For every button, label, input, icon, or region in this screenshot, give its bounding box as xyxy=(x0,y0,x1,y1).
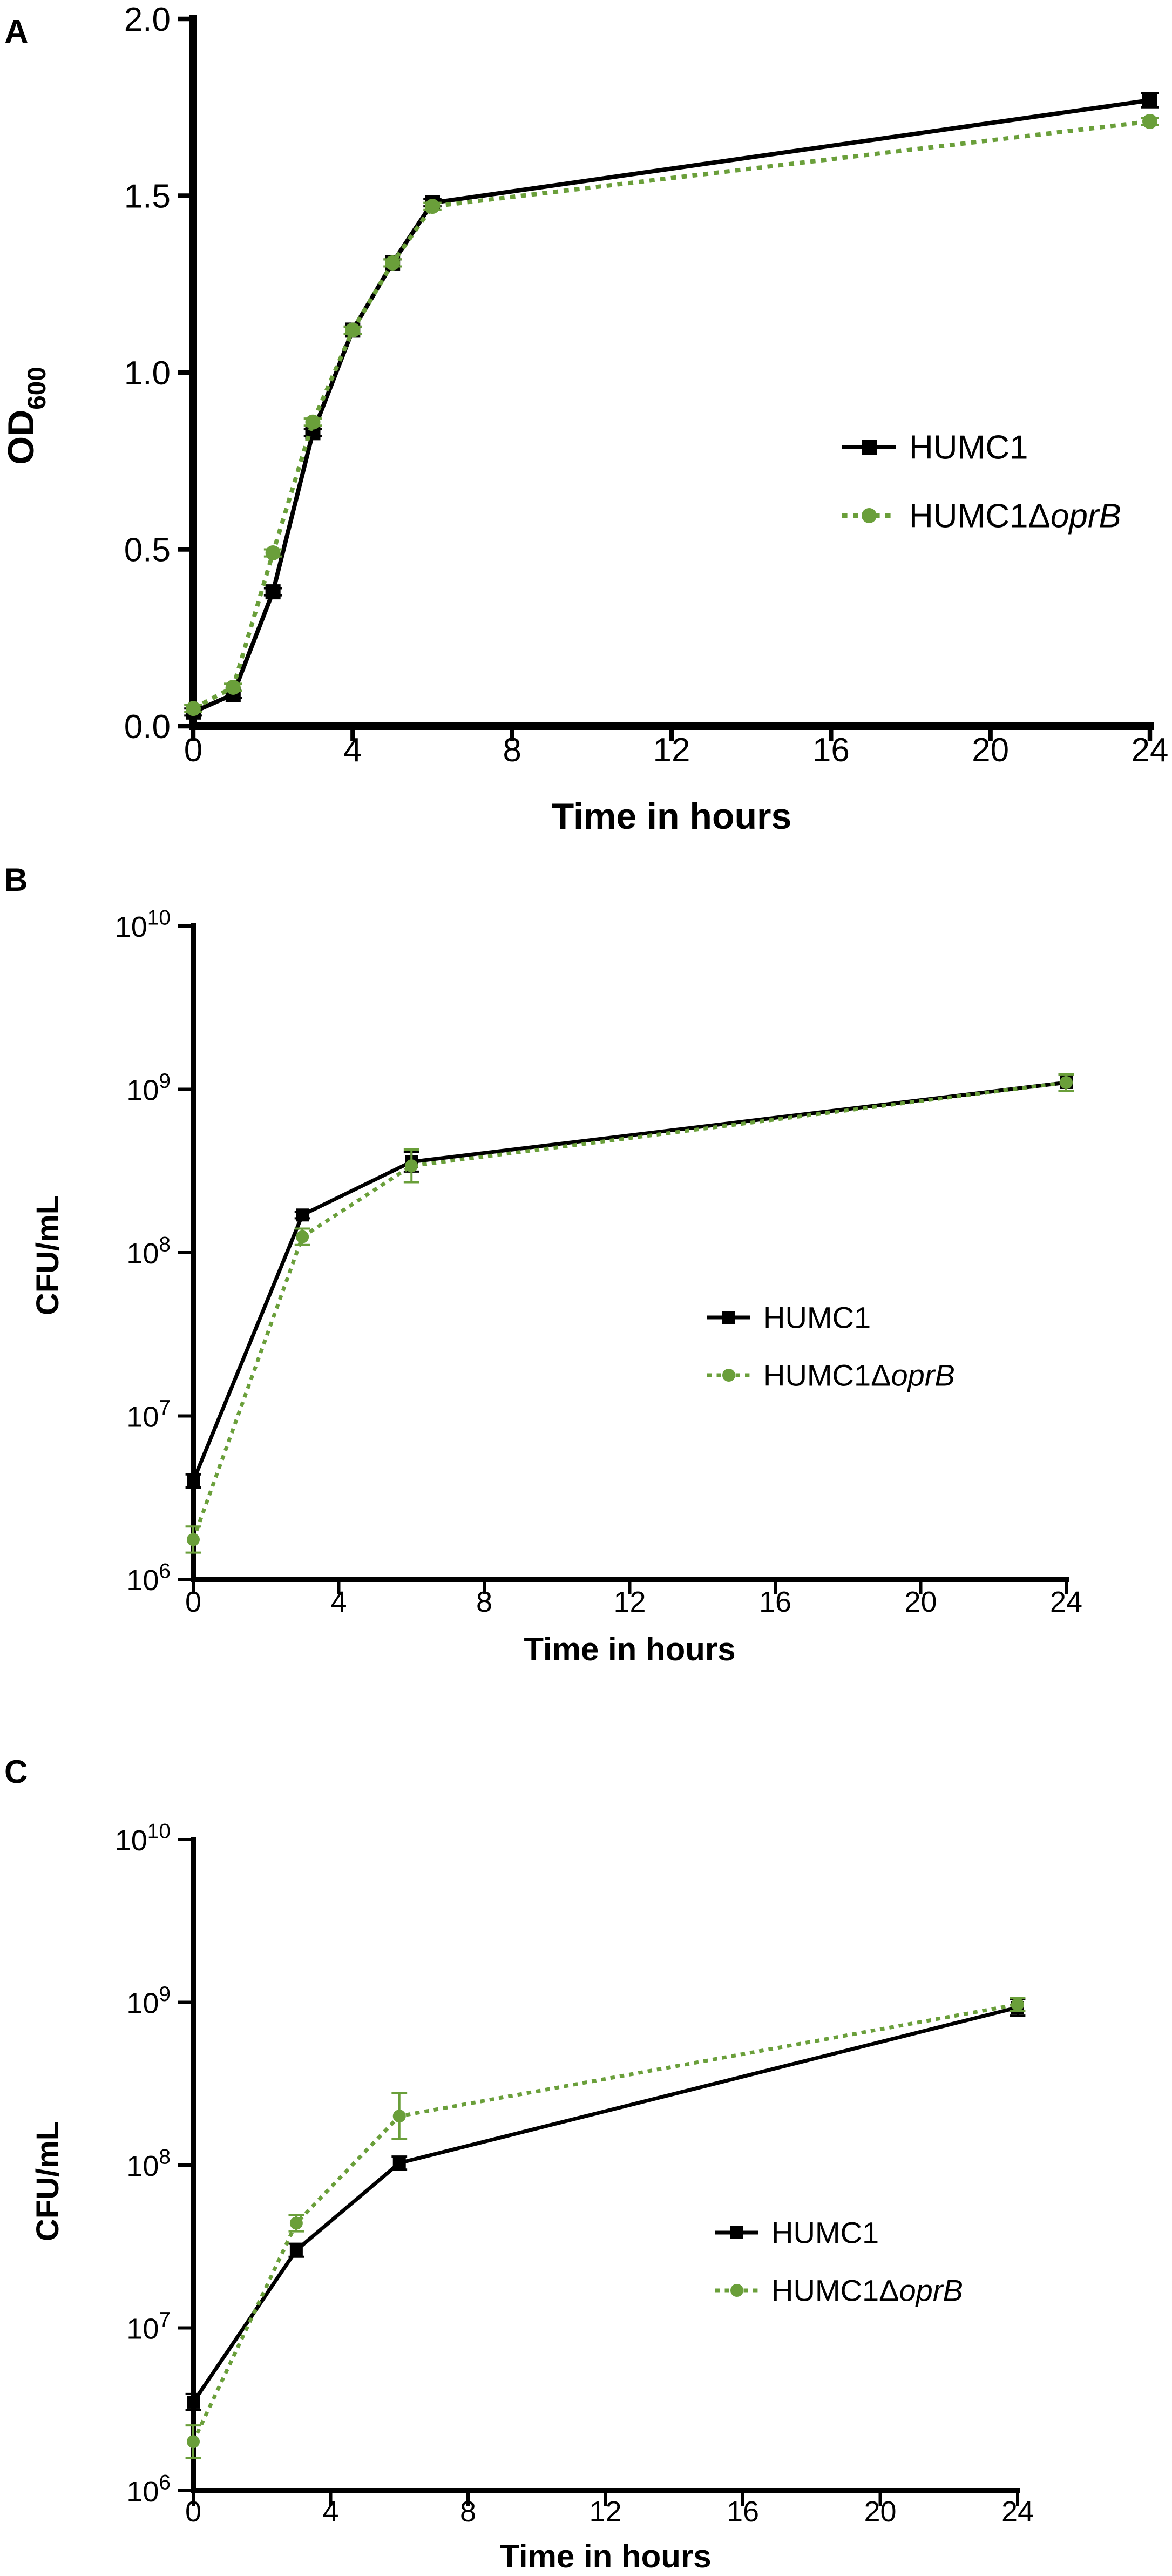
y-tick-label: 109 xyxy=(126,1983,171,2020)
data-point xyxy=(265,584,281,600)
y-tick-label: 107 xyxy=(126,1396,171,1434)
data-point xyxy=(187,1533,200,1546)
x-tick-label: 20 xyxy=(904,1586,937,1618)
data-point xyxy=(425,199,440,214)
legend-swatch-marker xyxy=(722,1311,735,1324)
y-tick-label: 2.0 xyxy=(124,1,171,38)
x-tick-label: 20 xyxy=(972,732,1009,769)
y-tick-label: 1.5 xyxy=(124,178,171,215)
legend-swatch-marker xyxy=(722,1369,735,1382)
data-point xyxy=(186,701,201,716)
data-point xyxy=(296,1230,309,1243)
series-line xyxy=(191,1080,1067,1482)
data-point xyxy=(1011,1998,1024,2011)
x-tick-label: 4 xyxy=(330,1586,347,1618)
x-tick-label: 12 xyxy=(613,1586,646,1618)
y-tick-label: 109 xyxy=(126,1070,171,1107)
x-tick-label: 16 xyxy=(727,2496,759,2528)
x-tick-label: 8 xyxy=(503,732,521,769)
x-tick-label: 0 xyxy=(185,2496,201,2528)
series-line xyxy=(191,2003,1018,2443)
y-tick-label: 0.5 xyxy=(124,532,171,569)
x-tick-label: 16 xyxy=(759,1586,791,1618)
x-axis-title: Time in hours xyxy=(524,1631,735,1667)
x-tick-label: 24 xyxy=(1050,1586,1082,1618)
data-point xyxy=(405,1159,418,1173)
data-point xyxy=(1142,113,1157,129)
legend-label: HUMC1 xyxy=(909,429,1028,466)
x-tick-label: 24 xyxy=(1001,2496,1034,2528)
y-axis-title: CFU/mL xyxy=(30,2121,65,2241)
x-tick-label: 4 xyxy=(343,732,362,769)
y-tick-label: 1010 xyxy=(115,906,171,943)
series-line xyxy=(192,2005,1018,2403)
data-point xyxy=(385,255,401,271)
data-point xyxy=(187,2395,200,2409)
panel-label: C xyxy=(4,1754,28,1790)
x-axis-title: Time in hours xyxy=(552,796,792,837)
data-point xyxy=(289,2216,303,2230)
data-point xyxy=(265,545,281,561)
legend-label: HUMC1 xyxy=(763,1301,871,1335)
y-tick-label: 108 xyxy=(126,2145,171,2182)
data-point xyxy=(296,1208,309,1222)
legend-swatch-marker xyxy=(862,440,877,455)
chart-panel-a: A 0 4 8 12 16 20 24 0.0 0.5 1.0 1.5 2.0 Time in hours… xyxy=(1,1,1168,837)
x-tick-label: 16 xyxy=(812,732,850,769)
chart-panel-b: B 0 4 8 12 16 20 24 106 107 108 109 1010 Time in hour… xyxy=(4,862,1082,1667)
x-tick-label: 12 xyxy=(653,732,690,769)
legend-label: HUMC1 xyxy=(771,2216,879,2250)
x-tick-label: 4 xyxy=(322,2496,338,2528)
panel-label: A xyxy=(4,13,29,51)
data-point xyxy=(345,322,361,338)
data-point xyxy=(392,2156,406,2170)
x-axis-title: Time in hours xyxy=(499,2538,711,2574)
x-tick-label: 8 xyxy=(460,2496,476,2528)
y-tick-label: 0.0 xyxy=(124,708,171,746)
x-tick-label: 0 xyxy=(185,1586,201,1618)
y-tick-label: 106 xyxy=(126,2471,171,2508)
y-tick-label: 107 xyxy=(126,2308,171,2345)
x-tick-label: 24 xyxy=(1132,732,1169,769)
legend-label: HUMC1ΔoprB xyxy=(763,1358,955,1392)
series-line xyxy=(192,119,1150,711)
data-point xyxy=(1142,92,1157,108)
y-axis-title: CFU/mL xyxy=(30,1195,65,1315)
y-tick-label: 1010 xyxy=(115,1820,171,1857)
x-tick-label: 20 xyxy=(864,2496,896,2528)
x-tick-label: 12 xyxy=(589,2496,621,2528)
data-point xyxy=(187,2435,200,2449)
x-tick-label: 0 xyxy=(184,732,202,769)
legend-swatch-marker xyxy=(730,2284,743,2297)
legend-swatch-marker xyxy=(862,508,877,523)
data-point xyxy=(225,679,241,695)
y-tick-label: 108 xyxy=(126,1233,171,1270)
data-point xyxy=(1060,1076,1073,1089)
data-point xyxy=(187,1474,200,1488)
series-line xyxy=(191,1080,1067,1540)
data-point xyxy=(305,414,321,430)
y-tick-label: 106 xyxy=(126,1559,171,1597)
panel-label: B xyxy=(4,862,28,898)
legend-label: HUMC1ΔoprB xyxy=(771,2274,963,2308)
data-point xyxy=(392,2110,406,2123)
y-tick-label: 1.0 xyxy=(124,355,171,392)
chart-panel-c: C 0 4 8 12 16 20 24 106 107 108 109 1010 Time in hour… xyxy=(4,1754,1034,2574)
y-axis-title: OD600 xyxy=(1,367,51,464)
series-line xyxy=(192,98,1150,714)
legend-swatch-marker xyxy=(730,2226,743,2239)
data-point xyxy=(289,2243,303,2257)
x-tick-label: 8 xyxy=(476,1586,492,1618)
legend-label: HUMC1ΔoprB xyxy=(909,498,1121,535)
